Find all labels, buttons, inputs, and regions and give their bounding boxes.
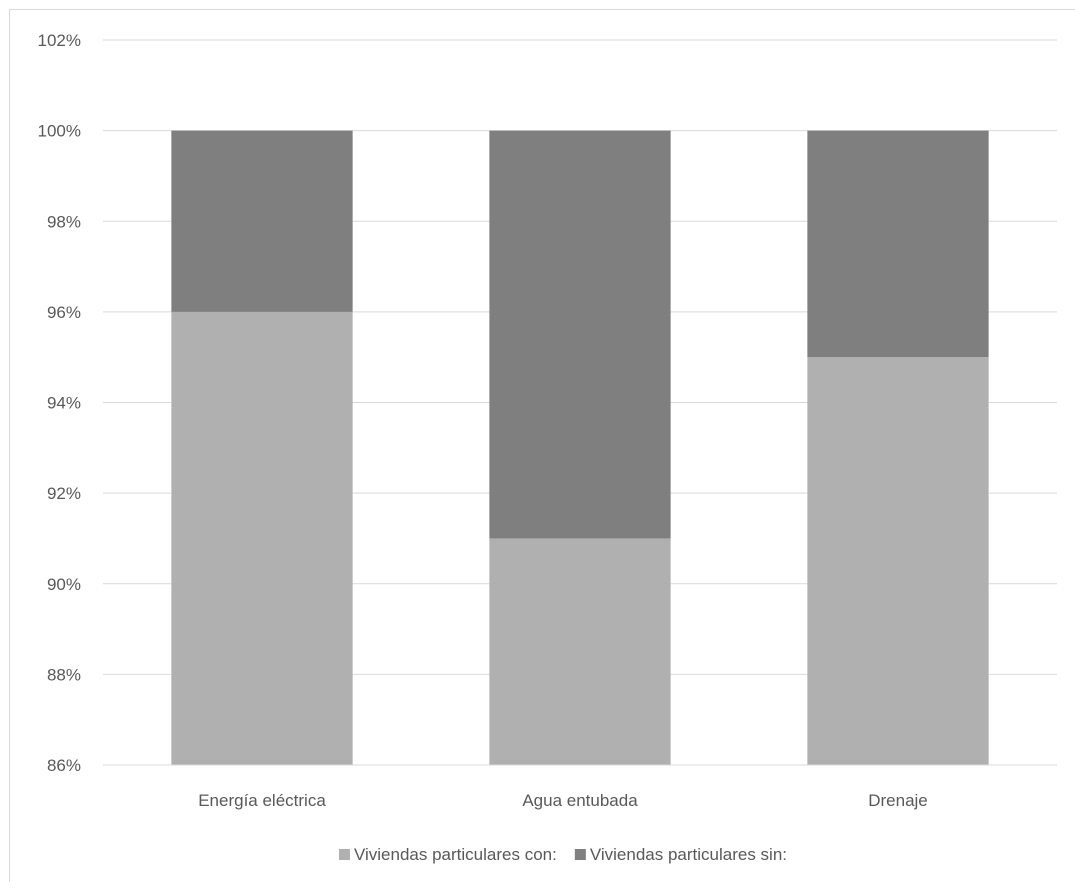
bar-segment-sin-0 bbox=[171, 130, 353, 312]
y-axis-ticks: 86% 88% 90% 92% 94% 96% 98% 100% 102% bbox=[38, 31, 81, 775]
x-tick-label: Energía eléctrica bbox=[198, 791, 326, 810]
y-tick-label: 102% bbox=[38, 31, 81, 50]
y-tick-label: 98% bbox=[47, 212, 81, 231]
legend: Viviendas particulares con: Viviendas par… bbox=[338, 845, 787, 864]
y-tick-label: 96% bbox=[47, 303, 81, 322]
bar-segment-con-2 bbox=[807, 357, 989, 765]
y-tick-label: 100% bbox=[38, 122, 81, 141]
x-tick-label: Drenaje bbox=[868, 791, 928, 810]
bar-segment-sin-1 bbox=[489, 130, 671, 539]
y-tick-label: 86% bbox=[47, 756, 81, 775]
legend-label: Viviendas particulares con: bbox=[354, 845, 557, 864]
bar-segment-con-0 bbox=[171, 311, 353, 765]
stacked-bar-chart: 86% 88% 90% 92% 94% 96% 98% 100% 102% Energía el… bbox=[38, 31, 1057, 864]
legend-swatch bbox=[574, 849, 586, 860]
y-tick-label: 92% bbox=[47, 484, 81, 503]
y-tick-label: 90% bbox=[47, 575, 81, 594]
bar-segment-sin-2 bbox=[807, 130, 989, 358]
legend-label: Viviendas particulares sin: bbox=[590, 845, 787, 864]
x-tick-label: Agua entubada bbox=[522, 791, 638, 810]
bars bbox=[171, 130, 989, 765]
legend-swatch bbox=[338, 849, 350, 860]
y-tick-label: 88% bbox=[47, 665, 81, 684]
bar-segment-con-1 bbox=[489, 538, 671, 765]
chart-area: 86% 88% 90% 92% 94% 96% 98% 100% 102% Energía el… bbox=[9, 9, 1075, 882]
x-axis-labels: Energía eléctrica Agua entubada Drenaje bbox=[198, 791, 928, 810]
y-tick-label: 94% bbox=[47, 394, 81, 413]
